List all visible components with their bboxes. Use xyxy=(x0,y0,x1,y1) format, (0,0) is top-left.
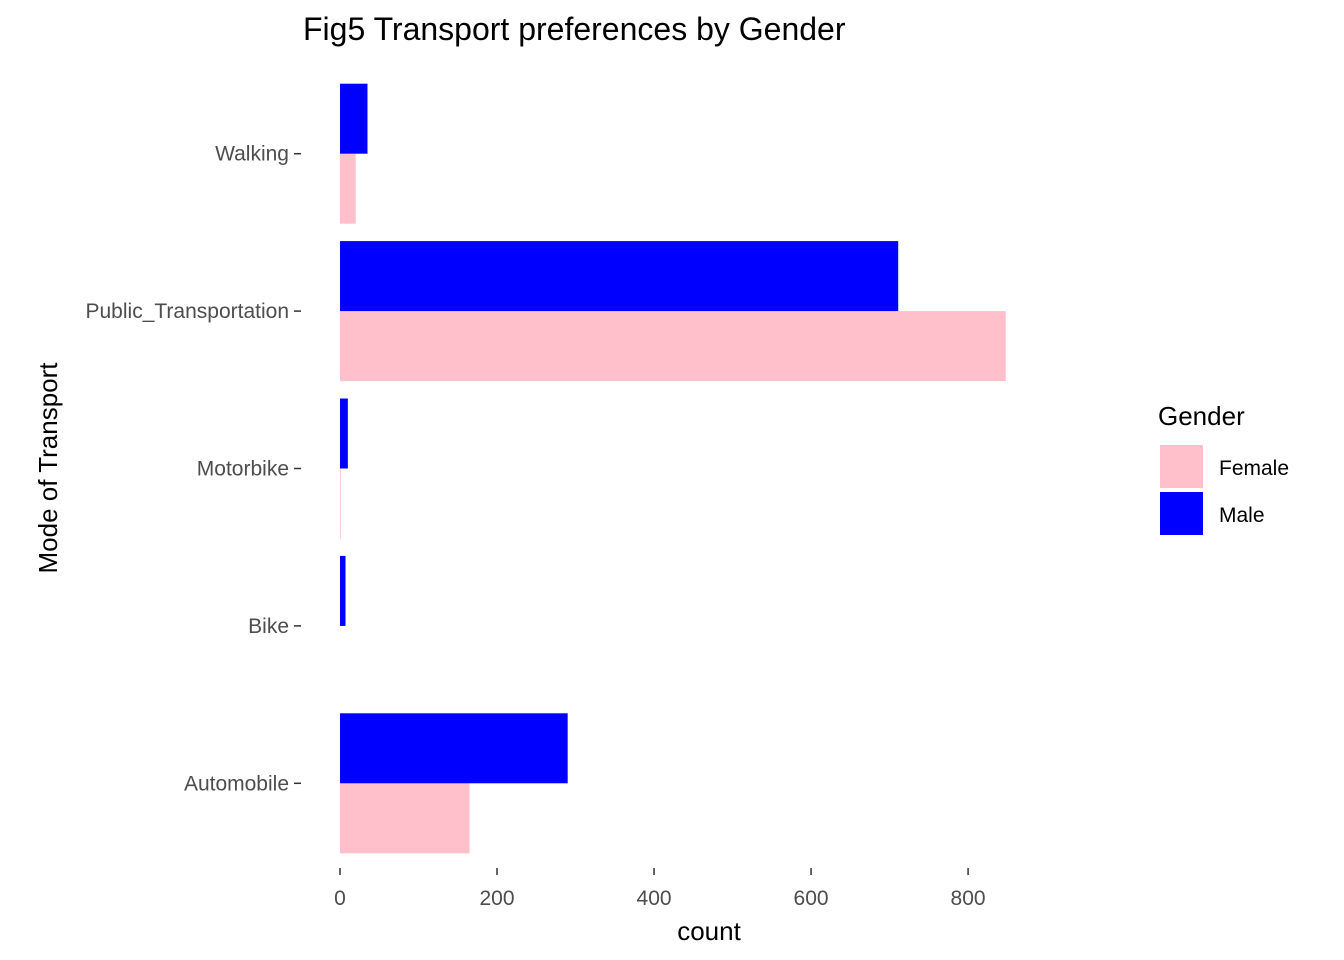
bar-walking-male xyxy=(340,83,368,154)
y-tick-label-motorbike: Motorbike xyxy=(197,458,289,481)
legend-label-male: Male xyxy=(1219,504,1265,527)
bar-walking-female xyxy=(340,153,356,224)
y-axis: Automobile Bike Motorbike Public_Transporta… xyxy=(86,143,301,795)
y-tick-label-automobile: Automobile xyxy=(184,772,289,795)
y-tick-label-public-transportation: Public_Transportation xyxy=(86,300,290,323)
bar-motorbike-male xyxy=(340,398,348,469)
chart-title: Fig5 Transport preferences by Gender xyxy=(303,11,846,47)
bar-automobile-male xyxy=(340,713,568,784)
y-axis-title: Mode of Transport xyxy=(33,362,63,574)
legend-title: Gender xyxy=(1158,401,1245,431)
x-axis-title: count xyxy=(677,916,741,946)
bar-public-transportation-male xyxy=(340,241,899,312)
legend-swatch-female xyxy=(1160,445,1203,488)
bars-group xyxy=(340,83,1006,854)
x-axis: 0 200 400 600 800 xyxy=(334,868,986,910)
bar-automobile-female xyxy=(340,783,470,854)
x-tick-label-600: 600 xyxy=(794,887,829,910)
bar-motorbike-female xyxy=(340,468,341,539)
x-tick-label-200: 200 xyxy=(479,887,514,910)
x-tick-label-0: 0 xyxy=(334,887,346,910)
legend: Gender Female Male xyxy=(1158,401,1289,536)
bar-public-transportation-female xyxy=(340,311,1006,382)
x-tick-label-400: 400 xyxy=(637,887,672,910)
legend-label-female: Female xyxy=(1219,457,1289,480)
y-tick-label-bike: Bike xyxy=(248,615,289,638)
legend-swatch-male xyxy=(1160,492,1203,535)
y-tick-label-walking: Walking xyxy=(215,143,289,166)
x-tick-label-800: 800 xyxy=(951,887,986,910)
bar-bike-male xyxy=(340,555,346,626)
